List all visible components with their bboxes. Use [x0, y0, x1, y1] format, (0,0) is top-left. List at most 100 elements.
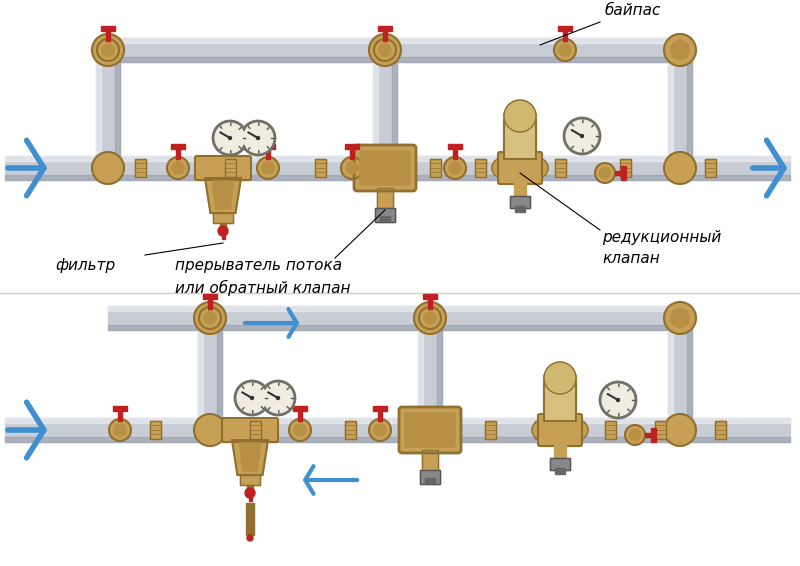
Bar	[485, 421, 496, 439]
Circle shape	[243, 123, 273, 152]
Circle shape	[492, 158, 512, 178]
Bar	[620, 159, 631, 177]
Bar	[475, 159, 486, 177]
Bar	[705, 159, 716, 177]
Bar	[345, 421, 356, 439]
Bar	[315, 159, 326, 177]
Bar	[423, 294, 437, 299]
Circle shape	[199, 307, 221, 329]
Bar	[380, 216, 390, 221]
Bar	[420, 470, 440, 484]
Bar	[453, 149, 457, 159]
Circle shape	[261, 381, 295, 415]
Circle shape	[369, 152, 401, 184]
Bar	[261, 144, 275, 149]
Bar	[5, 156, 790, 180]
Circle shape	[215, 123, 245, 152]
Circle shape	[421, 308, 440, 328]
Circle shape	[172, 162, 184, 174]
Circle shape	[449, 162, 461, 174]
Circle shape	[375, 40, 394, 59]
Polygon shape	[205, 178, 241, 213]
Circle shape	[581, 135, 583, 138]
Circle shape	[229, 136, 231, 139]
Circle shape	[664, 302, 696, 334]
Bar	[135, 159, 146, 177]
Bar	[668, 318, 692, 430]
Bar	[5, 437, 790, 442]
Bar	[315, 159, 326, 177]
Bar	[651, 428, 656, 442]
Bar	[249, 493, 251, 501]
Circle shape	[664, 152, 696, 184]
Circle shape	[245, 488, 255, 498]
Bar	[378, 411, 382, 421]
Bar	[350, 149, 354, 159]
Bar	[106, 31, 110, 41]
Circle shape	[414, 414, 446, 446]
Circle shape	[504, 100, 536, 132]
Bar	[422, 450, 438, 472]
Bar	[108, 306, 680, 311]
Bar	[687, 318, 692, 430]
Circle shape	[92, 34, 124, 66]
Polygon shape	[212, 181, 234, 209]
Bar	[218, 318, 222, 430]
Bar	[5, 418, 790, 442]
Bar	[655, 421, 666, 439]
Circle shape	[204, 312, 216, 324]
Circle shape	[109, 419, 131, 441]
Circle shape	[263, 384, 293, 413]
Bar	[620, 159, 631, 177]
Circle shape	[194, 302, 226, 334]
Bar	[425, 478, 435, 483]
Bar	[203, 294, 217, 299]
FancyBboxPatch shape	[354, 145, 416, 191]
Bar	[108, 325, 680, 330]
Bar	[514, 182, 526, 200]
Circle shape	[277, 397, 279, 400]
Circle shape	[289, 419, 311, 441]
Circle shape	[97, 39, 119, 61]
Circle shape	[444, 157, 466, 179]
Bar	[668, 318, 673, 430]
Bar	[420, 470, 440, 484]
Circle shape	[528, 158, 548, 178]
Polygon shape	[239, 443, 261, 471]
Bar	[108, 57, 680, 62]
Bar	[555, 468, 565, 474]
Bar	[135, 159, 146, 177]
Bar	[510, 196, 530, 208]
Bar	[485, 421, 496, 439]
Circle shape	[238, 384, 266, 413]
FancyBboxPatch shape	[222, 418, 278, 442]
Bar	[247, 485, 253, 493]
Circle shape	[617, 398, 619, 401]
Circle shape	[241, 121, 275, 155]
Circle shape	[114, 424, 126, 436]
Bar	[375, 208, 395, 222]
Bar	[655, 421, 666, 439]
Bar	[373, 50, 378, 168]
Bar	[345, 421, 356, 439]
Circle shape	[194, 414, 226, 446]
Bar	[550, 458, 570, 470]
Bar	[544, 376, 576, 421]
Bar	[668, 50, 692, 168]
FancyBboxPatch shape	[399, 407, 461, 453]
Circle shape	[664, 34, 696, 66]
Circle shape	[602, 385, 634, 415]
Bar	[108, 38, 680, 62]
Bar	[687, 50, 692, 168]
Circle shape	[670, 308, 690, 328]
Bar	[715, 421, 726, 439]
Bar	[198, 318, 222, 430]
Bar	[558, 26, 572, 31]
Circle shape	[235, 381, 269, 415]
Circle shape	[424, 312, 436, 324]
Bar	[375, 208, 395, 222]
Bar	[563, 31, 567, 41]
Bar	[555, 159, 566, 177]
Bar	[668, 50, 673, 168]
Circle shape	[200, 308, 219, 328]
